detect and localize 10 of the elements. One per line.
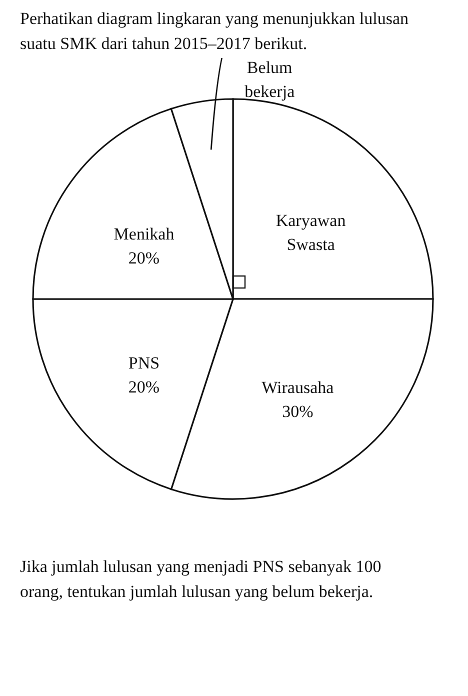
- text: Jika jumlah lulusan yang menjadi PNS sebanyak 100 orang, tentukan jumlah lulusan yang belum bekerja.: [19, 556, 382, 603]
- data-label: 30%: [282, 402, 314, 421]
- slice-label: Menikah: [114, 224, 175, 244]
- data-label: 20%: [128, 248, 160, 268]
- data-label: 20%: [128, 378, 160, 397]
- slice-label: Wirausaha: [262, 378, 334, 397]
- chart-title: Perhatikan diagram lingkaran yang menunjukkan lulusan suatu SMK dari tahun 2015–2017 berikut.: [19, 8, 410, 55]
- slice-label: Belum bekerja: [244, 58, 296, 101]
- slice-label: Karyawan Swasta: [276, 211, 346, 254]
- slice-label: PNS: [128, 354, 160, 373]
